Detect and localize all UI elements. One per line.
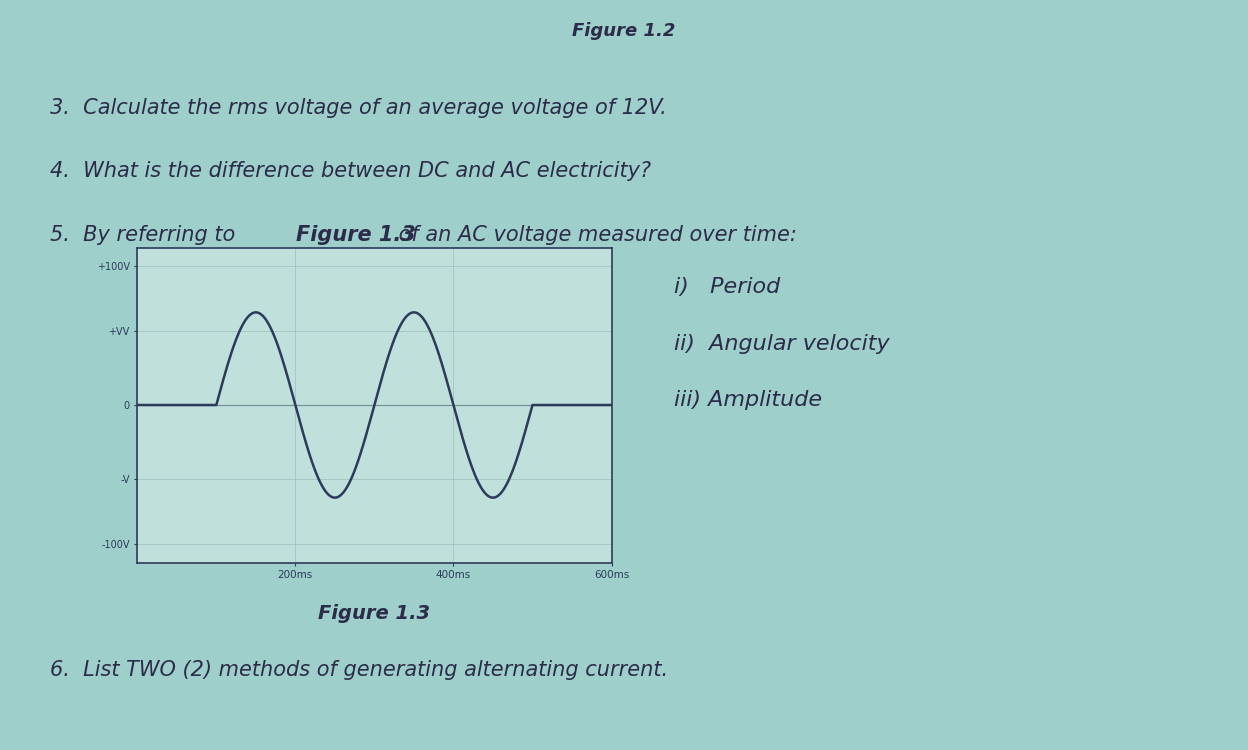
- Text: i)   Period: i) Period: [674, 278, 780, 298]
- Text: 4.  What is the difference between DC and AC electricity?: 4. What is the difference between DC and…: [50, 161, 651, 182]
- Text: Figure 1.3: Figure 1.3: [296, 225, 416, 245]
- Text: 3.  Calculate the rms voltage of an average voltage of 12V.: 3. Calculate the rms voltage of an avera…: [50, 98, 666, 118]
- Text: iii) Amplitude: iii) Amplitude: [674, 390, 822, 410]
- Text: ii)  Angular velocity: ii) Angular velocity: [674, 334, 890, 354]
- Text: 5.  By referring to: 5. By referring to: [50, 225, 242, 245]
- Text: Figure 1.3: Figure 1.3: [318, 604, 431, 622]
- Text: of an AC voltage measured over time:: of an AC voltage measured over time:: [392, 225, 796, 245]
- Text: Figure 1.2: Figure 1.2: [573, 22, 675, 40]
- Text: 6.  List TWO (2) methods of generating alternating current.: 6. List TWO (2) methods of generating al…: [50, 660, 668, 680]
